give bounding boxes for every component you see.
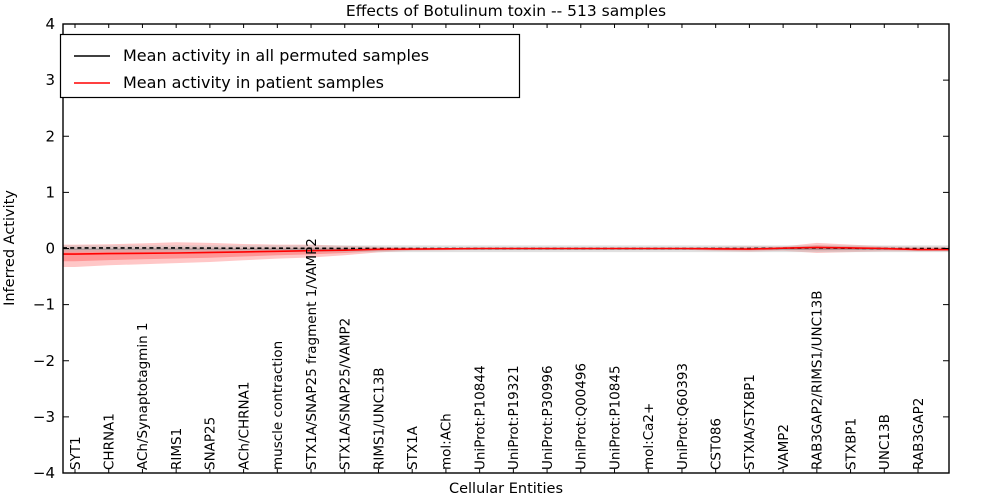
legend-box — [59, 33, 521, 99]
x-tick-label: VAMP2 — [776, 424, 792, 470]
y-tick-label: 1 — [45, 183, 55, 201]
x-tick-label: ACh/Synaptotagmin 1 — [135, 322, 151, 470]
x-tick-label: STXIA/STXBP1 — [742, 374, 758, 470]
x-tick-label: STX1A/SNAP25/VAMP2 — [338, 318, 354, 470]
y-axis-label: Inferred Activity — [2, 190, 18, 306]
x-axis-label: Cellular Entities — [449, 481, 563, 497]
y-tick-label: −4 — [33, 464, 55, 482]
x-tick-label: STX1A — [405, 425, 421, 470]
x-tick-label: UniProt:P30996 — [540, 365, 556, 470]
plot-frame — [62, 23, 950, 474]
y-tick-label: −2 — [33, 352, 55, 370]
x-tick-label: UniProt:Q60393 — [675, 363, 691, 470]
x-tick-label: RIMS1 — [169, 428, 185, 470]
y-tick-label: 4 — [45, 15, 55, 33]
ticks-layer: SYT1 CHRNA1 ACh/Synaptotagmin 1 RIMS1 SNAP25… — [33, 15, 949, 482]
x-tick-label: ACh/CHRNA1 — [236, 382, 252, 470]
chart-title: Effects of Botulinum toxin -- 513 sample… — [346, 2, 666, 20]
legend: Mean activity in all permuted samples Me… — [59, 33, 521, 99]
x-tick-label: RAB3GAP2 — [911, 398, 927, 470]
x-tick-label: RAB3GAP2/RIMS1/UNC13B — [810, 291, 826, 470]
x-tick-label: UniProt:P10845 — [607, 365, 623, 470]
x-tick-label: muscle contraction — [270, 341, 286, 470]
y-tick-label: −1 — [33, 296, 55, 314]
x-tick-label: SNAP25 — [203, 417, 219, 470]
x-tick-label: mol:ACh — [439, 413, 455, 470]
x-tick-label: SYT1 — [68, 436, 84, 470]
patient-mean-line — [63, 246, 949, 255]
legend-label-permuted: Mean activity in all permuted samples — [123, 46, 429, 65]
x-tick-label: CHRNA1 — [102, 413, 118, 470]
y-tick-label: −3 — [33, 408, 55, 426]
bands-layer — [63, 242, 949, 267]
x-tick-label: UniProt:Q00496 — [574, 363, 590, 470]
y-tick-label: 3 — [45, 71, 55, 89]
legend-label-patient: Mean activity in patient samples — [123, 73, 384, 92]
x-tick-label: UniProt:P10844 — [472, 365, 488, 470]
lines-layer — [63, 246, 949, 255]
x-tick-label: CST086 — [708, 418, 724, 470]
x-tick-label: UNC13B — [877, 414, 893, 470]
x-tick-label: UniProt:P19321 — [506, 365, 522, 470]
y-tick-label: 0 — [45, 240, 55, 258]
x-tick-label: RIMS1/UNC13B — [371, 367, 387, 470]
x-tick-label: STXBP1 — [843, 418, 859, 470]
x-tick-label: mol:Ca2+ — [641, 403, 657, 470]
y-tick-label: 2 — [45, 127, 55, 145]
x-tick-label: STX1A/SNAP25 fragment 1/VAMP2 — [304, 238, 320, 470]
